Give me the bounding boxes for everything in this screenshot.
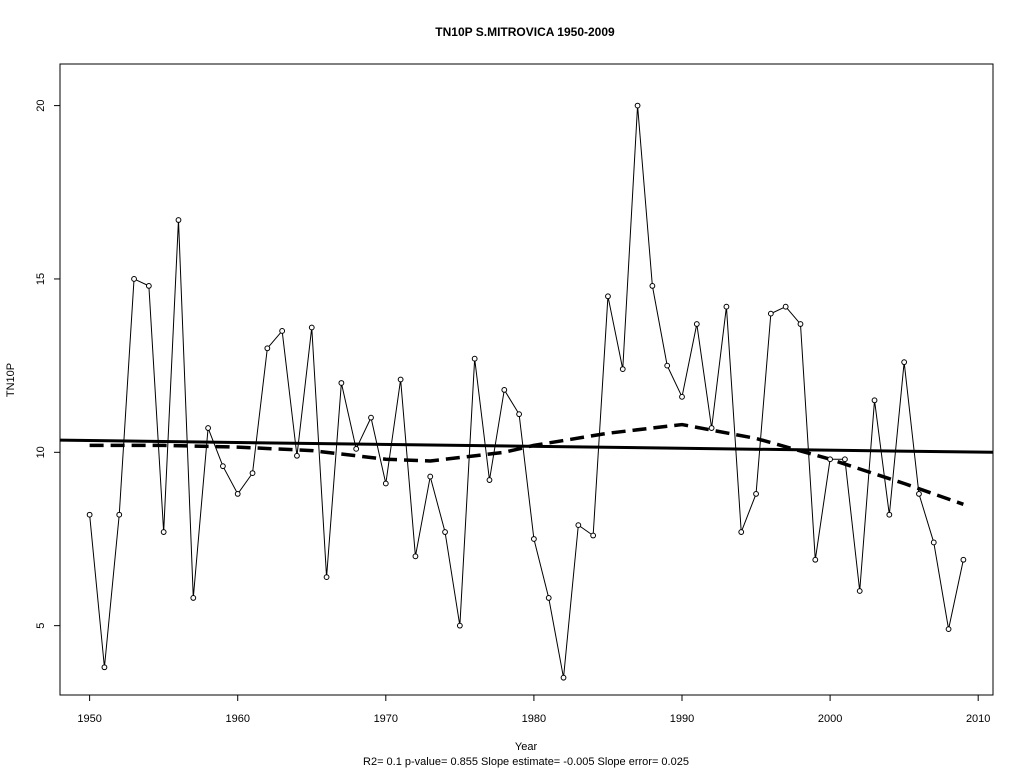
data-point [368, 414, 374, 421]
data-point [353, 445, 360, 452]
data-point [738, 529, 745, 535]
x-tick-label: 1960 [225, 713, 249, 725]
y-tick-label: 10 [35, 446, 47, 458]
data-point [856, 588, 863, 594]
data-point [294, 452, 300, 459]
data-point [279, 328, 286, 334]
data-point [397, 376, 404, 383]
data-point [116, 511, 123, 518]
x-tick-label: 1980 [522, 713, 546, 725]
data-point [767, 310, 774, 317]
data-point [782, 303, 789, 310]
data-point [693, 321, 700, 327]
series-data-line [89, 105, 964, 679]
x-tick-label: 1970 [374, 713, 398, 725]
plot-frame [59, 63, 994, 696]
data-point [323, 574, 330, 581]
x-tick-label: 2000 [818, 713, 842, 725]
data-point [901, 359, 908, 366]
data-point [827, 456, 833, 463]
data-point [945, 626, 952, 633]
data-point [797, 321, 804, 327]
plot-lines [59, 105, 994, 679]
x-tick-label: 1990 [670, 713, 694, 725]
data-point [812, 556, 819, 563]
data-point [886, 511, 893, 518]
data-point [160, 529, 167, 535]
data-point [486, 477, 493, 483]
data-point [619, 366, 626, 372]
regression-footnote: R2= 0.1 p-value= 0.855 Slope estimate= -… [363, 756, 689, 768]
data-point [86, 511, 93, 518]
data-point [916, 491, 922, 497]
data-point [205, 425, 211, 431]
data-point [145, 282, 152, 289]
data-point [264, 345, 271, 352]
data-point [101, 664, 108, 671]
data-point [634, 102, 641, 109]
data-point [649, 282, 656, 289]
linear-trend-line [59, 438, 994, 454]
data-point [575, 522, 582, 529]
data-point [501, 387, 508, 393]
data-point [308, 324, 315, 331]
data-point [723, 303, 730, 310]
data-point [531, 536, 537, 542]
data-point [545, 595, 552, 601]
data-point [382, 480, 389, 487]
x-axis: 1950 1960 1970 1980 1990 2000 2010 [77, 695, 990, 725]
plot-points [86, 102, 967, 681]
x-tick-label: 1950 [77, 713, 101, 725]
y-axis: 5 10 15 20 [35, 99, 60, 629]
y-axis-label: TN10P [5, 363, 17, 397]
data-point [679, 393, 685, 400]
data-point [842, 456, 848, 463]
y-tick-label: 20 [35, 99, 47, 111]
data-point [753, 491, 759, 497]
data-point [590, 532, 597, 539]
data-point [930, 539, 937, 546]
data-point [249, 470, 256, 477]
data-point [471, 355, 478, 362]
data-point [427, 473, 434, 480]
chart-title: TN10P S.MITROVICA 1950-2009 [435, 25, 615, 39]
data-point [560, 674, 567, 681]
x-tick-label: 2010 [966, 713, 990, 725]
y-tick-label: 5 [35, 623, 47, 629]
data-point [220, 463, 226, 470]
x-axis-label: Year [515, 741, 538, 753]
data-point [234, 491, 241, 497]
data-point [871, 397, 878, 404]
data-point [338, 380, 345, 386]
smoothed-trend-line [89, 422, 964, 506]
data-point [456, 622, 463, 629]
data-point [131, 276, 137, 282]
data-point [190, 595, 197, 601]
data-point [442, 529, 448, 535]
data-point [664, 362, 671, 369]
data-point [412, 553, 419, 560]
y-tick-label: 15 [35, 273, 47, 285]
data-point [960, 556, 967, 563]
data-point [175, 217, 182, 223]
data-point [708, 425, 715, 431]
data-point [516, 411, 522, 418]
data-point [605, 293, 611, 300]
